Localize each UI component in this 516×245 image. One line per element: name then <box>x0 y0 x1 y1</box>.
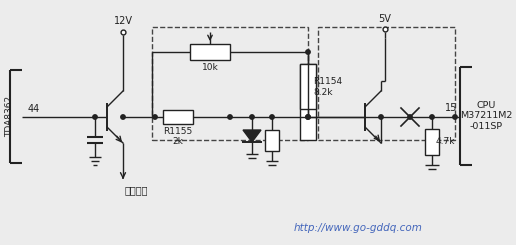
Bar <box>425 129 439 155</box>
Circle shape <box>306 115 310 119</box>
Bar <box>300 64 316 109</box>
Circle shape <box>228 115 232 119</box>
Circle shape <box>93 115 97 119</box>
Text: 44: 44 <box>28 104 40 114</box>
Circle shape <box>306 115 310 119</box>
Circle shape <box>379 115 383 119</box>
Text: http://www.go-gddq.com: http://www.go-gddq.com <box>294 223 423 233</box>
Bar <box>300 64 316 140</box>
Circle shape <box>453 115 457 119</box>
Text: 12V: 12V <box>114 16 133 26</box>
Text: R1155
2k: R1155 2k <box>164 127 192 147</box>
Bar <box>265 130 279 151</box>
Bar <box>152 27 308 140</box>
Circle shape <box>121 115 125 119</box>
Bar <box>318 27 455 140</box>
Text: 5V: 5V <box>379 14 392 24</box>
Text: 4.7k: 4.7k <box>436 137 456 147</box>
Bar <box>163 110 193 124</box>
Bar <box>190 44 230 60</box>
Circle shape <box>408 115 412 119</box>
Circle shape <box>250 115 254 119</box>
Text: CPU
M37211M2
-011SP: CPU M37211M2 -011SP <box>460 101 512 131</box>
Circle shape <box>306 50 310 54</box>
Circle shape <box>430 115 434 119</box>
Text: 去高频头: 去高频头 <box>125 185 149 195</box>
Text: 15: 15 <box>445 103 457 113</box>
Polygon shape <box>243 130 261 142</box>
Text: TDA8362: TDA8362 <box>5 96 14 137</box>
Text: R1154
8.2k: R1154 8.2k <box>313 77 342 97</box>
Text: 10k: 10k <box>202 63 218 72</box>
Circle shape <box>153 115 157 119</box>
Circle shape <box>270 115 274 119</box>
